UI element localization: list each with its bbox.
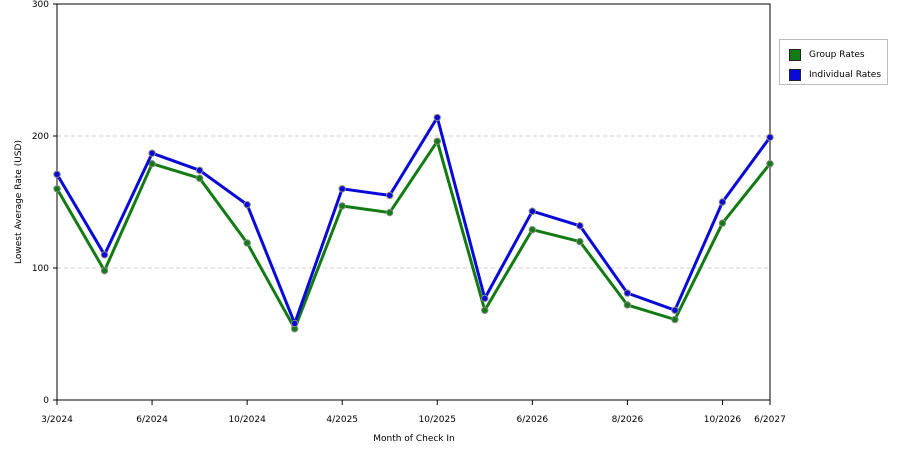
data-point[interactable]: [766, 133, 774, 142]
data-point[interactable]: [718, 198, 727, 206]
data-point[interactable]: [481, 306, 489, 314]
y-axis-title: Lowest Average Rate (USD): [14, 140, 24, 264]
x-tick-label: 6/2026: [516, 415, 548, 425]
y-tick-label: 100: [32, 264, 49, 274]
x-tick-label: 10/2025: [419, 415, 456, 425]
data-point[interactable]: [481, 294, 489, 303]
y-tick-label: 0: [43, 396, 49, 406]
legend-item-individual-rates: Individual Rates: [789, 68, 881, 81]
legend-item-group-rates: Group Rates: [789, 48, 865, 61]
x-tick-label: 6/2027: [754, 415, 786, 425]
series-lines: [53, 113, 774, 333]
data-point[interactable]: [290, 319, 299, 328]
data-point[interactable]: [148, 149, 156, 157]
data-point[interactable]: [671, 315, 679, 324]
data-point[interactable]: [718, 219, 727, 227]
data-point[interactable]: [195, 174, 204, 182]
y-tick-label: 200: [32, 132, 49, 142]
x-tick-label: 10/2026: [704, 415, 742, 425]
data-point[interactable]: [100, 251, 109, 259]
legend: Group Rates Individual Rates: [779, 39, 888, 85]
data-point[interactable]: [433, 113, 441, 122]
legend-swatch-individual-rates: [789, 68, 801, 81]
legend-label-individual-rates: Individual Rates: [809, 69, 882, 80]
x-tick-label: 10/2024: [228, 415, 266, 425]
data-point[interactable]: [576, 237, 584, 246]
x-tick-label: 6/2024: [136, 415, 168, 425]
y-tick-label: 300: [32, 0, 49, 10]
plot-area: [56, 3, 771, 401]
data-point[interactable]: [766, 160, 774, 168]
data-point[interactable]: [243, 200, 251, 209]
x-tick-label: 3/2024: [41, 415, 73, 425]
x-tick-label: 8/2026: [612, 415, 644, 425]
series-line-0: [55, 139, 772, 331]
axes: 0 100 200 300 3/2024 6/2024 10/2024 4/2025 10/20…: [32, 0, 786, 425]
legend-label-group-rates: Group Rates: [809, 49, 865, 60]
data-point[interactable]: [53, 185, 61, 193]
data-point[interactable]: [100, 266, 109, 275]
data-point[interactable]: [576, 222, 584, 230]
data-point[interactable]: [671, 306, 679, 314]
data-point[interactable]: [623, 301, 632, 309]
data-point[interactable]: [338, 185, 346, 193]
data-point[interactable]: [528, 226, 537, 234]
data-point[interactable]: [148, 160, 156, 168]
data-point[interactable]: [195, 166, 204, 175]
x-tick-label: 4/2025: [326, 415, 358, 425]
x-axis-title: Month of Check In: [373, 434, 455, 444]
legend-swatch-group-rates: [789, 48, 801, 61]
data-point[interactable]: [386, 191, 394, 200]
data-point[interactable]: [386, 208, 394, 217]
data-point[interactable]: [433, 137, 441, 145]
data-point[interactable]: [623, 289, 632, 297]
series-line-1: [55, 116, 772, 325]
data-point[interactable]: [338, 202, 346, 210]
data-point[interactable]: [528, 207, 537, 215]
data-point[interactable]: [243, 239, 251, 247]
data-point[interactable]: [53, 170, 61, 178]
